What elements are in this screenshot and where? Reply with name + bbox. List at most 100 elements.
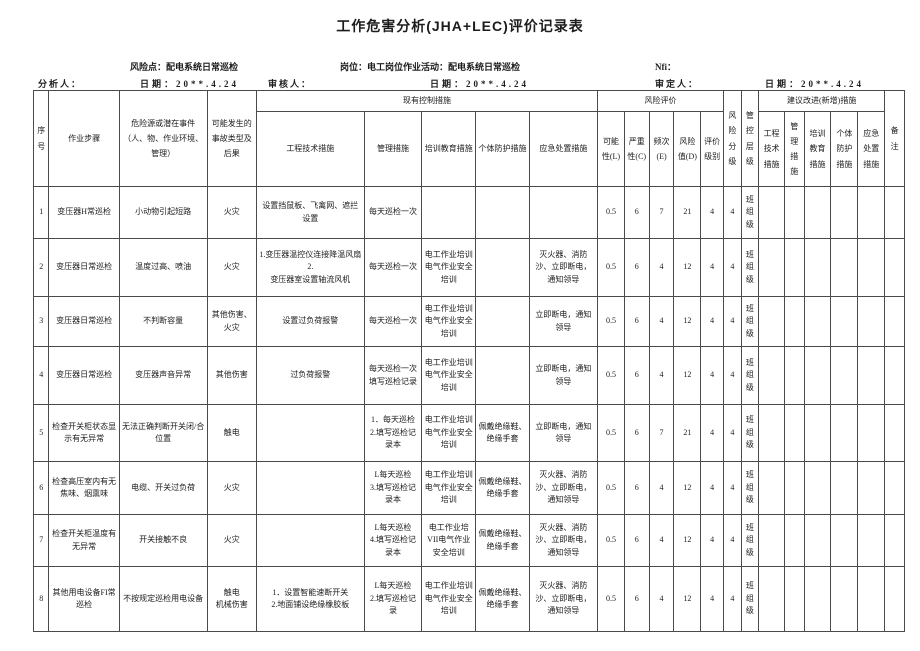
position-label: 岗位：电工岗位作业活动：配电系统日常巡检: [340, 62, 521, 72]
table-row: 1 变压器H常巡检 小动物引起短路 火灾 设置挡鼠板、飞禽网、遮拦设置 每天巡检…: [32, 186, 905, 239]
cell-eng: 设置挡鼠板、飞禽网、遮拦设置: [256, 186, 365, 239]
header-suggest-group: 建议改进(新增)措施: [758, 90, 886, 112]
cell-mgmt: 每天巡检一次: [363, 296, 423, 347]
header-mgmt: 管理措施: [363, 111, 423, 187]
cell-ppe: [475, 186, 530, 239]
cell-L: 0.5: [597, 566, 625, 632]
cell-step: 检查开关柜温度有无异常: [48, 514, 120, 567]
cell-grade: 4: [723, 461, 742, 515]
page-title: 工作危害分析(JHA+LEC)评价记录表: [0, 16, 920, 36]
cell-ppe: 佩戴绝缘鞋、绝缘手套: [475, 514, 530, 567]
cell-suggest-ppe: [830, 404, 859, 462]
cell-suggest-ppe: [830, 186, 859, 239]
cell-train: 电工作业培训 电气作业安全培训: [421, 566, 477, 632]
cell-no: 5: [32, 404, 50, 462]
cell-step: 变压器H常巡检: [48, 186, 120, 239]
cell-remark: [884, 346, 905, 405]
cell-step: 变压器日常巡检: [48, 238, 120, 297]
table-row: 6 检查高压室内有无焦味、烟熏味 电缆、开关过负荷 火灾 L每天巡检 3.填写巡…: [32, 461, 905, 515]
cell-layer: 班组级: [740, 346, 760, 405]
cell-suggest-emer: [857, 514, 886, 567]
cell-ppe: 佩戴绝缘鞋、绝缘手套: [475, 461, 530, 515]
cell-level: 4: [700, 566, 725, 632]
cell-suggest-ppe: [830, 346, 859, 405]
cell-suggest-eng: [758, 238, 785, 297]
cell-hazard: 开关接触不良: [118, 514, 208, 567]
cell-suggest-train: [803, 404, 832, 462]
cell-suggest-emer: [857, 346, 886, 405]
jha-table: 序号 作业步骤 危险源或潜在事件（人、物、作业环境、管理） 可能发生的事故类型及…: [32, 90, 905, 632]
cell-suggest-mgmt: [783, 346, 805, 405]
cell-suggest-emer: [857, 461, 886, 515]
cell-eng: 1．设置智能速断开关 2.地面铺设绝缘橡胶板: [256, 566, 365, 632]
cell-accident: 火灾: [206, 238, 258, 297]
cell-remark: [884, 238, 905, 297]
cell-mgmt: L每天巡检 2.填写巡检记录: [363, 566, 423, 632]
cell-C: 6: [623, 461, 650, 515]
cell-layer: 班组级: [740, 186, 760, 239]
cell-train: 电工作业培训 电气作业安全培训: [421, 346, 477, 405]
cell-suggest-train: [803, 296, 832, 347]
cell-accident: 火灾: [206, 461, 258, 515]
cell-C: 6: [623, 404, 650, 462]
cell-step: 检查开关柜状态显示有无异常: [48, 404, 120, 462]
cell-suggest-eng: [758, 186, 785, 239]
cell-layer: 班组级: [740, 296, 760, 347]
cell-grade: 4: [723, 346, 742, 405]
header-eng: 工程技术措施: [256, 111, 365, 187]
cell-E: 4: [648, 346, 675, 405]
cell-E: 4: [648, 238, 675, 297]
cell-D: 12: [673, 514, 702, 567]
cell-suggest-train: [803, 461, 832, 515]
header-suggest-emer: 应急处置措施: [857, 111, 886, 187]
cell-step: 检查高压室内有无焦味、烟熏味: [48, 461, 120, 515]
cell-train: 电工作业培 VII电气作业 安全培训: [421, 514, 477, 567]
cell-accident: 火灾: [206, 514, 258, 567]
cell-mgmt: 每天巡检一次: [363, 238, 423, 297]
cell-suggest-eng: [758, 566, 785, 632]
cell-remark: [884, 186, 905, 239]
cell-C: 6: [623, 566, 650, 632]
cell-suggest-eng: [758, 296, 785, 347]
cell-no: 4: [32, 346, 50, 405]
cell-accident: 触电: [206, 404, 258, 462]
cell-E: 4: [648, 566, 675, 632]
cell-L: 0.5: [597, 238, 625, 297]
cell-train: 电工作业培训 电气作业安全培训: [421, 461, 477, 515]
cell-hazard: 小动物引起短路: [118, 186, 208, 239]
cell-emer: 灭火器、消防沙、立即断电，通知领导: [528, 461, 599, 515]
cell-E: 4: [648, 461, 675, 515]
cell-suggest-emer: [857, 296, 886, 347]
cell-level: 4: [700, 514, 725, 567]
analyst-date: 日期：20**.4.24: [140, 79, 240, 89]
cell-accident: 触电 机械伤害: [206, 566, 258, 632]
cell-suggest-mgmt: [783, 296, 805, 347]
header-risk-group: 风险评价: [597, 90, 725, 112]
cell-accident: 火灾: [206, 186, 258, 239]
cell-suggest-mgmt: [783, 566, 805, 632]
cell-ppe: [475, 296, 530, 347]
cell-D: 21: [673, 404, 702, 462]
approver-label: 审定人：: [655, 79, 700, 89]
cell-level: 4: [700, 461, 725, 515]
cell-D: 12: [673, 346, 702, 405]
cell-suggest-mgmt: [783, 186, 805, 239]
cell-D: 21: [673, 186, 702, 239]
cell-suggest-eng: [758, 461, 785, 515]
cell-emer: 立即断电，通知领导: [528, 346, 599, 405]
cell-layer: 班组级: [740, 514, 760, 567]
cell-L: 0.5: [597, 346, 625, 405]
header-suggest-ppe: 个体防护措施: [830, 111, 859, 187]
cell-emer: 立即断电，通知领导: [528, 296, 599, 347]
cell-D: 12: [673, 461, 702, 515]
title-prefix: 工作危害分析: [336, 20, 427, 35]
cell-train: 电工作业培训 电气作业安全培训: [421, 296, 477, 347]
cell-eng: [256, 404, 365, 462]
cell-ppe: [475, 346, 530, 405]
cell-layer: 班组级: [740, 461, 760, 515]
cell-suggest-ppe: [830, 461, 859, 515]
cell-no: 6: [32, 461, 50, 515]
cell-hazard: 不判断容量: [118, 296, 208, 347]
cell-train: [421, 186, 477, 239]
cell-emer: 灭火器、消防沙、立即断电，通知领导: [528, 514, 599, 567]
